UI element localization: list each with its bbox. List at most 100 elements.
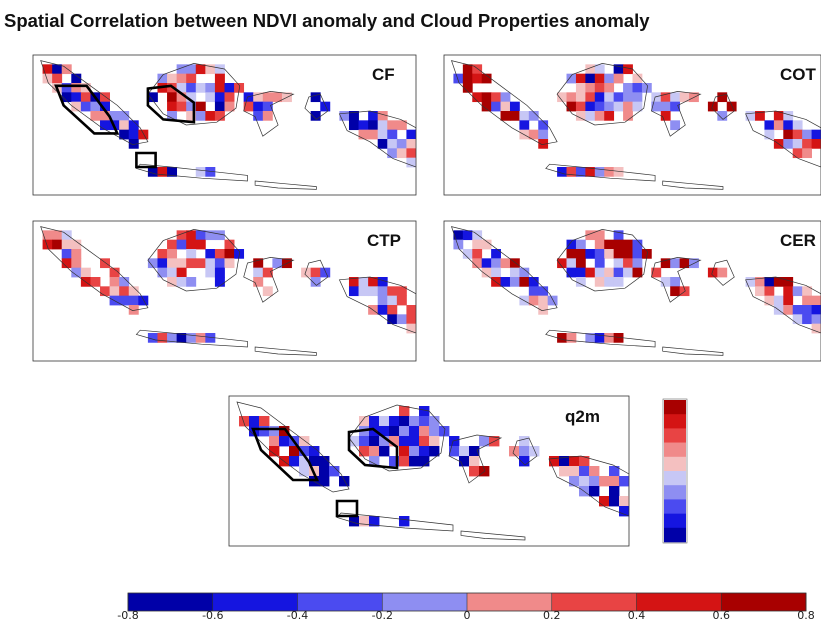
correlation-cell xyxy=(509,258,520,269)
correlation-cell xyxy=(585,167,596,177)
correlation-cell xyxy=(319,476,330,487)
correlation-cell xyxy=(387,139,398,149)
correlation-cell xyxy=(186,83,197,93)
correlation-cell xyxy=(214,64,225,75)
correlation-cell xyxy=(764,286,775,297)
correlation-cell xyxy=(491,249,501,259)
correlation-cell xyxy=(419,446,430,457)
correlation-cell xyxy=(557,258,567,269)
correlation-cell xyxy=(528,129,539,140)
correlation-cell xyxy=(100,111,110,121)
colorbar-segment xyxy=(467,593,553,611)
correlation-cell xyxy=(519,267,530,278)
coastline xyxy=(556,229,648,292)
correlation-cell xyxy=(764,129,775,140)
correlation-cell xyxy=(609,496,620,507)
correlation-cell xyxy=(632,267,643,278)
correlation-cell xyxy=(396,120,407,131)
correlation-cell xyxy=(399,516,410,527)
correlation-cell xyxy=(128,295,139,306)
correlation-cell xyxy=(205,92,216,103)
correlation-cell xyxy=(138,295,149,306)
correlation-cell xyxy=(409,456,420,467)
coastline xyxy=(650,91,702,137)
colorbar: -0.8 -0.6 -0.4 -0.2 0 0.2 0.4 0.6 0.8 xyxy=(117,592,815,622)
correlation-cell xyxy=(594,83,605,93)
correlation-cell xyxy=(387,120,398,131)
correlation-cell xyxy=(186,64,197,75)
correlation-cell xyxy=(234,249,245,259)
correlation-cell xyxy=(670,258,681,269)
correlation-cell xyxy=(538,305,549,315)
correlation-cell xyxy=(406,139,416,149)
small-colorbar xyxy=(662,398,688,544)
correlation-cell xyxy=(349,436,360,447)
correlation-cell xyxy=(358,120,369,131)
correlation-cell xyxy=(419,406,430,417)
small-colorbar-segment xyxy=(664,428,686,443)
correlation-cell xyxy=(764,120,775,131)
correlation-cell xyxy=(419,456,430,467)
correlation-cell xyxy=(71,101,82,112)
study-region-outline xyxy=(135,151,157,169)
correlation-cell xyxy=(186,101,197,112)
correlation-cell xyxy=(52,239,63,250)
correlation-cell xyxy=(589,466,600,477)
correlation-cell xyxy=(80,83,91,93)
correlation-cell xyxy=(623,64,633,75)
correlation-cell xyxy=(594,277,605,287)
correlation-cell xyxy=(262,111,273,121)
correlation-cell xyxy=(253,92,264,103)
colorbar-segment xyxy=(128,593,214,611)
correlation-cell xyxy=(214,92,225,103)
small-colorbar-segment xyxy=(664,414,686,429)
coastline xyxy=(711,93,735,120)
correlation-cell xyxy=(429,446,440,457)
correlation-cell xyxy=(569,456,580,467)
study-region-outline xyxy=(146,84,196,124)
correlation-cell xyxy=(472,230,483,241)
correlation-cell xyxy=(157,333,168,343)
correlation-cell xyxy=(670,120,681,131)
correlation-cell xyxy=(462,249,473,259)
correlation-cell xyxy=(157,258,168,269)
correlation-cell xyxy=(811,295,821,306)
correlation-cell xyxy=(253,267,264,278)
correlation-cell xyxy=(500,101,511,112)
correlation-cell xyxy=(186,239,197,250)
correlation-cell xyxy=(613,333,624,343)
correlation-cell xyxy=(396,148,407,159)
correlation-cell xyxy=(623,239,633,250)
correlation-cell xyxy=(764,295,775,306)
correlation-cell xyxy=(379,426,390,437)
correlation-cell xyxy=(387,148,398,159)
correlation-cell xyxy=(119,277,130,287)
correlation-cell xyxy=(214,83,225,93)
correlation-cell xyxy=(195,101,206,112)
colorbar-segment xyxy=(297,593,383,611)
correlation-cell xyxy=(186,258,197,269)
correlation-cell xyxy=(387,286,398,297)
correlation-cell xyxy=(128,120,139,131)
correlation-cell xyxy=(269,426,280,437)
correlation-cell xyxy=(472,258,483,269)
correlation-cell xyxy=(195,83,206,93)
correlation-cell xyxy=(604,73,615,84)
correlation-cell xyxy=(509,277,520,287)
correlation-cell xyxy=(783,277,794,287)
correlation-cell xyxy=(358,277,369,287)
coastline xyxy=(338,276,416,334)
correlation-cell xyxy=(566,258,577,269)
correlation-cell xyxy=(566,167,577,177)
correlation-cell xyxy=(205,267,216,278)
colorbar-segment xyxy=(551,593,637,611)
correlation-cell xyxy=(755,277,765,287)
correlation-cell xyxy=(389,436,400,447)
correlation-cell xyxy=(566,92,577,103)
correlation-cell xyxy=(469,456,480,467)
correlation-cell xyxy=(773,120,784,131)
correlation-cell xyxy=(42,239,53,250)
coastline xyxy=(336,512,454,532)
coastline xyxy=(254,346,317,356)
correlation-cell xyxy=(224,83,235,93)
